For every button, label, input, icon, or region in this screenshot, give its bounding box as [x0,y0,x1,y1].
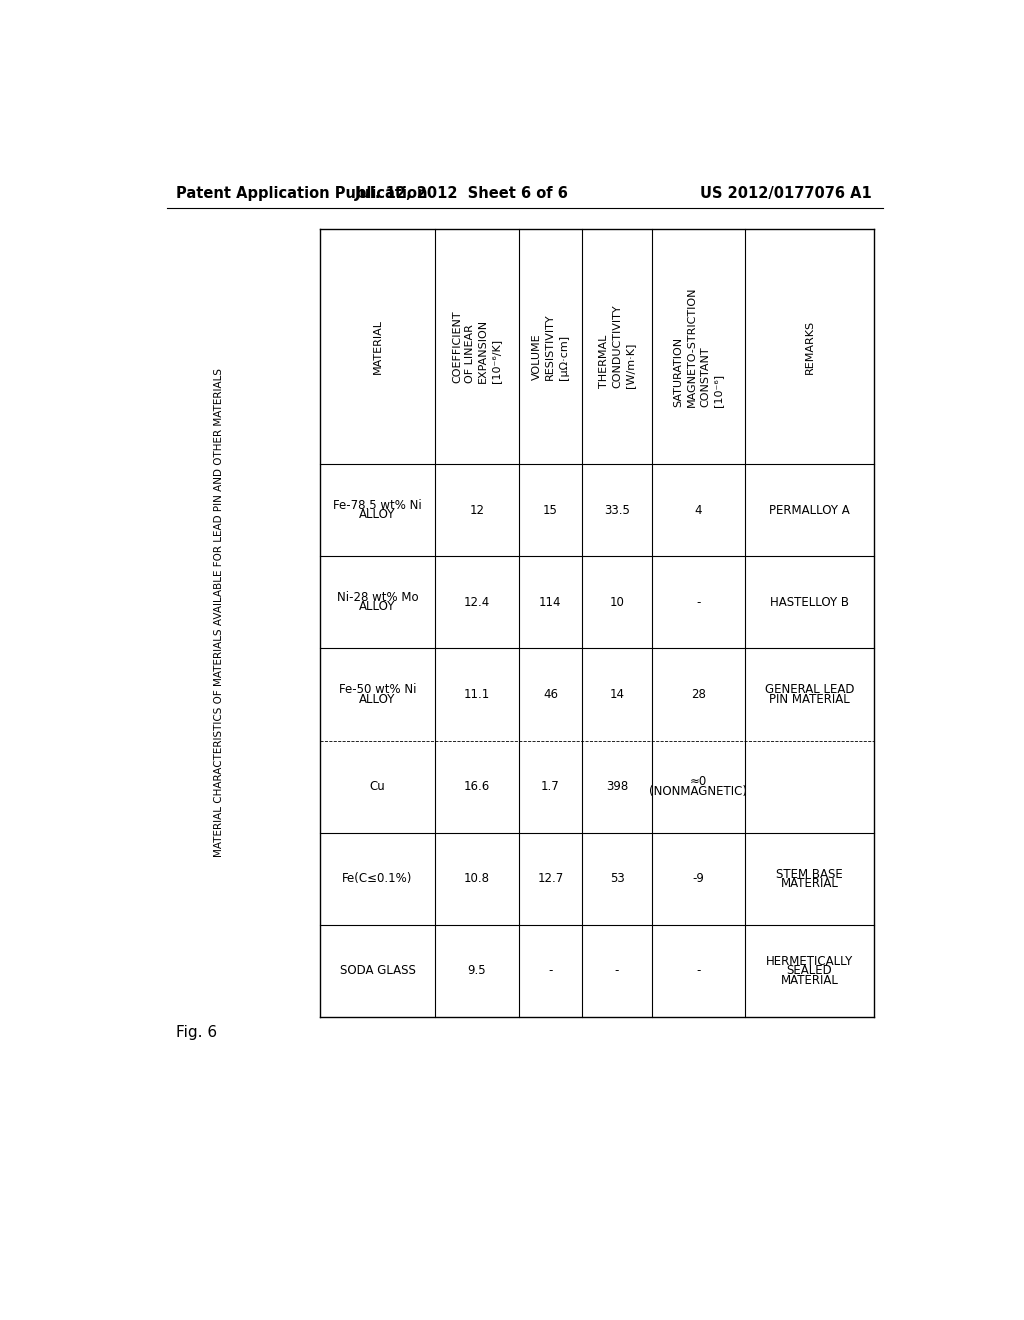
Text: 14: 14 [609,688,625,701]
Text: 9.5: 9.5 [467,965,486,977]
Text: 15: 15 [543,504,558,516]
Text: 10.8: 10.8 [464,873,489,886]
Text: VOLUME
RESISTIVITY
[μΩ·cm]: VOLUME RESISTIVITY [μΩ·cm] [532,313,568,380]
Text: -: - [614,965,620,977]
Text: Patent Application Publication: Patent Application Publication [176,186,428,201]
Text: -: - [696,965,700,977]
Text: ≈0: ≈0 [690,775,707,788]
Text: 1.7: 1.7 [541,780,560,793]
Text: 53: 53 [609,873,625,886]
Text: US 2012/0177076 A1: US 2012/0177076 A1 [700,186,872,201]
Text: 12: 12 [469,504,484,516]
Text: Fe-50 wt% Ni: Fe-50 wt% Ni [339,684,417,697]
Text: SEALED: SEALED [786,965,833,977]
Text: MATERIAL CHARACTERISTICS OF MATERIALS AVAILABLE FOR LEAD PIN AND OTHER MATERIALS: MATERIAL CHARACTERISTICS OF MATERIALS AV… [214,368,224,857]
Text: -9: -9 [692,873,705,886]
Text: (NONMAGNETIC): (NONMAGNETIC) [649,784,748,797]
Text: SATURATION
MAGNETO-STRICTION
CONSTANT
[10⁻⁶]: SATURATION MAGNETO-STRICTION CONSTANT [1… [674,286,723,407]
Text: 398: 398 [606,780,628,793]
Text: REMARKS: REMARKS [805,319,815,374]
Text: MATERIAL: MATERIAL [780,974,839,986]
Text: Fe-78.5 wt% Ni: Fe-78.5 wt% Ni [333,499,422,512]
Text: 114: 114 [539,595,561,609]
Text: 12.4: 12.4 [464,595,489,609]
Text: 46: 46 [543,688,558,701]
Text: Ni-28 wt% Mo: Ni-28 wt% Mo [337,591,419,605]
Text: 10: 10 [609,595,625,609]
Text: ALLOY: ALLOY [359,693,395,706]
Text: 16.6: 16.6 [464,780,489,793]
Text: Fe(C≤0.1%): Fe(C≤0.1%) [342,873,413,886]
Text: HASTELLOY B: HASTELLOY B [770,595,849,609]
Text: PIN MATERIAL: PIN MATERIAL [769,693,850,706]
Text: Jul. 12, 2012  Sheet 6 of 6: Jul. 12, 2012 Sheet 6 of 6 [354,186,568,201]
Text: 33.5: 33.5 [604,504,630,516]
Text: STEM BASE: STEM BASE [776,867,843,880]
Text: -: - [696,595,700,609]
Text: Cu: Cu [370,780,385,793]
Text: 12.7: 12.7 [538,873,563,886]
Text: GENERAL LEAD: GENERAL LEAD [765,684,854,697]
Text: PERMALLOY A: PERMALLOY A [769,504,850,516]
Text: SODA GLASS: SODA GLASS [340,965,416,977]
Text: MATERIAL: MATERIAL [373,319,383,374]
Text: 11.1: 11.1 [464,688,489,701]
Text: 28: 28 [691,688,706,701]
Text: MATERIAL: MATERIAL [780,876,839,890]
Text: THERMAL
CONDUCTIVITY
[W/m·K]: THERMAL CONDUCTIVITY [W/m·K] [599,305,635,388]
Text: Fig. 6: Fig. 6 [176,1024,217,1040]
Text: 4: 4 [694,504,702,516]
Text: ALLOY: ALLOY [359,508,395,521]
Text: -: - [548,965,553,977]
Text: ALLOY: ALLOY [359,601,395,614]
Text: COEFFICIENT
OF LINEAR
EXPANSION
[10⁻⁶/K]: COEFFICIENT OF LINEAR EXPANSION [10⁻⁶/K] [452,310,502,383]
Text: HERMETICALLY: HERMETICALLY [766,956,853,968]
